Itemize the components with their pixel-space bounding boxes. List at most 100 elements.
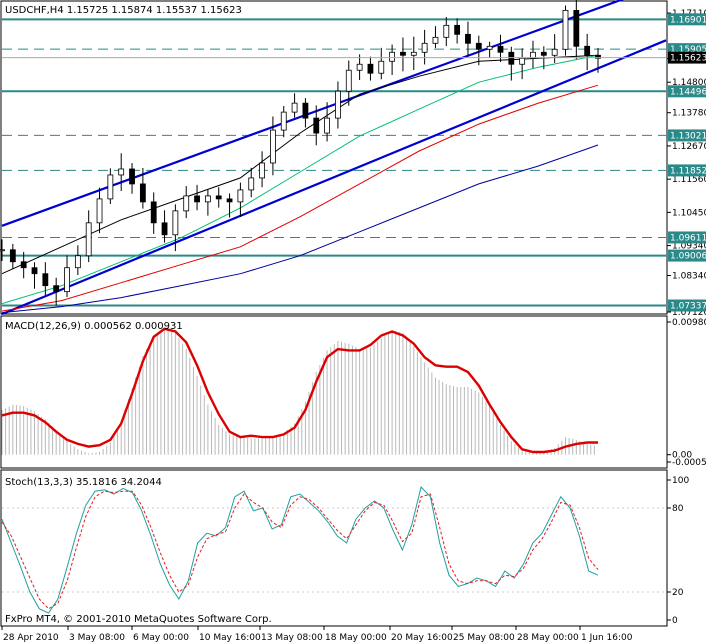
candle-body	[85, 222, 92, 257]
moving-average-line	[1, 54, 599, 305]
macd-signal-line	[1, 327, 598, 454]
macd-tick-label: 0.00	[672, 451, 692, 461]
candle-body	[20, 261, 27, 269]
candle-body	[540, 51, 547, 56]
price-tick-label: 1.14800	[672, 78, 706, 88]
level-label: 1.15905	[670, 45, 706, 55]
level-label: 1.13021	[670, 131, 706, 141]
time-tick-label: 1 Jun 16:00	[581, 633, 633, 643]
candle-body	[129, 168, 135, 185]
candle-body	[237, 189, 244, 203]
time-tick-label: 10 May 16:00	[199, 633, 261, 643]
candle-body	[465, 33, 471, 44]
price-chart	[0, 0, 667, 316]
candle-body	[443, 24, 450, 38]
candle-body	[31, 267, 38, 275]
candle-body	[486, 45, 493, 50]
main-title: USDCHF,H4 1.15725 1.15874 1.15537 1.1562…	[5, 5, 242, 16]
candle-body	[584, 45, 591, 56]
candle-body	[324, 117, 330, 134]
candle-body	[345, 69, 352, 92]
level-label-box	[668, 299, 706, 312]
time-tick-label: 25 May 08:00	[453, 633, 515, 643]
candle-body	[107, 174, 114, 200]
candle-body	[508, 51, 515, 65]
candle-body	[573, 9, 580, 47]
level-label-box	[668, 249, 706, 262]
channel-lower-line	[1, 39, 667, 316]
candle-body	[335, 90, 341, 119]
candle-body	[64, 267, 70, 293]
candle-body	[139, 183, 146, 203]
stoch-panel-frame	[0, 469, 668, 627]
candle-body	[530, 51, 536, 59]
footer-copyright: FxPro MT4, © 2001-2010 MetaQuotes Softwa…	[5, 614, 272, 625]
candle-body	[595, 54, 601, 59]
level-label: 1.07337	[670, 302, 706, 312]
time-tick-label: 6 May 00:00	[133, 633, 189, 643]
time-tick-label: 18 May 00:00	[325, 633, 387, 643]
price-tick-label: 1.08340	[672, 271, 706, 281]
candle-body	[432, 36, 439, 44]
price-tick-label: 1.11560	[672, 175, 706, 185]
stoch-tick-label: 0	[672, 616, 678, 626]
candle-body	[53, 285, 60, 293]
candle-body	[551, 48, 558, 56]
level-label: 1.14496	[670, 87, 706, 97]
price-tick-label: 1.13780	[672, 109, 706, 119]
candle-body	[9, 249, 16, 263]
level-label: 1.16901	[670, 15, 706, 25]
bid-label: 1.15623	[670, 54, 706, 64]
macd-chart	[1, 327, 598, 455]
level-label-box	[668, 85, 706, 98]
candle-body	[367, 63, 374, 74]
candle-body	[74, 255, 81, 269]
stoch-title: Stoch(13,3,3) 35.1816 34.2044	[5, 477, 162, 488]
moving-average-line	[1, 54, 599, 275]
candle-body	[161, 222, 168, 236]
candle-body	[454, 24, 461, 35]
level-label-box	[668, 13, 706, 26]
candle-body	[172, 210, 179, 236]
level-label: 1.11852	[670, 166, 706, 176]
level-label-box	[668, 129, 706, 142]
time-tick-label: 20 May 16:00	[391, 633, 453, 643]
axes: 1.171101.155901.148001.137801.126701.115…	[1, 9, 706, 643]
candle-body	[400, 51, 406, 56]
candle-body	[194, 195, 200, 203]
price-tick-label: 1.09340	[672, 242, 706, 252]
moving-average-line	[1, 144, 599, 314]
candle-body	[291, 102, 298, 113]
candle-body	[259, 162, 265, 179]
macd-title: MACD(12,26,9) 0.000562 0.000931	[5, 321, 183, 332]
candle-body	[248, 177, 255, 191]
candle-body	[183, 195, 190, 212]
candle-body	[378, 60, 385, 74]
candle-body	[356, 63, 363, 71]
bid-label-box	[668, 51, 706, 64]
candle-body	[302, 102, 309, 119]
candle-body	[410, 51, 417, 56]
time-tick-label: 28 Apr 2010	[3, 633, 59, 643]
candle-body	[96, 198, 103, 224]
time-tick-label: 28 May 00:00	[517, 633, 579, 643]
candle-body	[519, 57, 526, 65]
price-tick-label: 1.10450	[672, 208, 706, 218]
candle-body	[118, 168, 125, 176]
level-label-box	[668, 231, 706, 244]
price-tick-label: 1.12670	[672, 142, 706, 152]
candle-body	[497, 45, 504, 53]
level-label-box	[668, 164, 706, 177]
price-tick-label: 1.07120	[672, 308, 706, 318]
stoch-tick-label: 20	[672, 588, 684, 598]
candle-body	[280, 111, 287, 131]
candle-body	[389, 51, 396, 62]
candle-body	[270, 129, 276, 164]
stoch-chart	[1, 485, 666, 614]
time-tick-label: 3 May 08:00	[69, 633, 125, 643]
candle-body	[42, 273, 49, 287]
time-tick-label: 13 May 08:00	[261, 633, 323, 643]
stoch-tick-label: 80	[672, 504, 684, 514]
